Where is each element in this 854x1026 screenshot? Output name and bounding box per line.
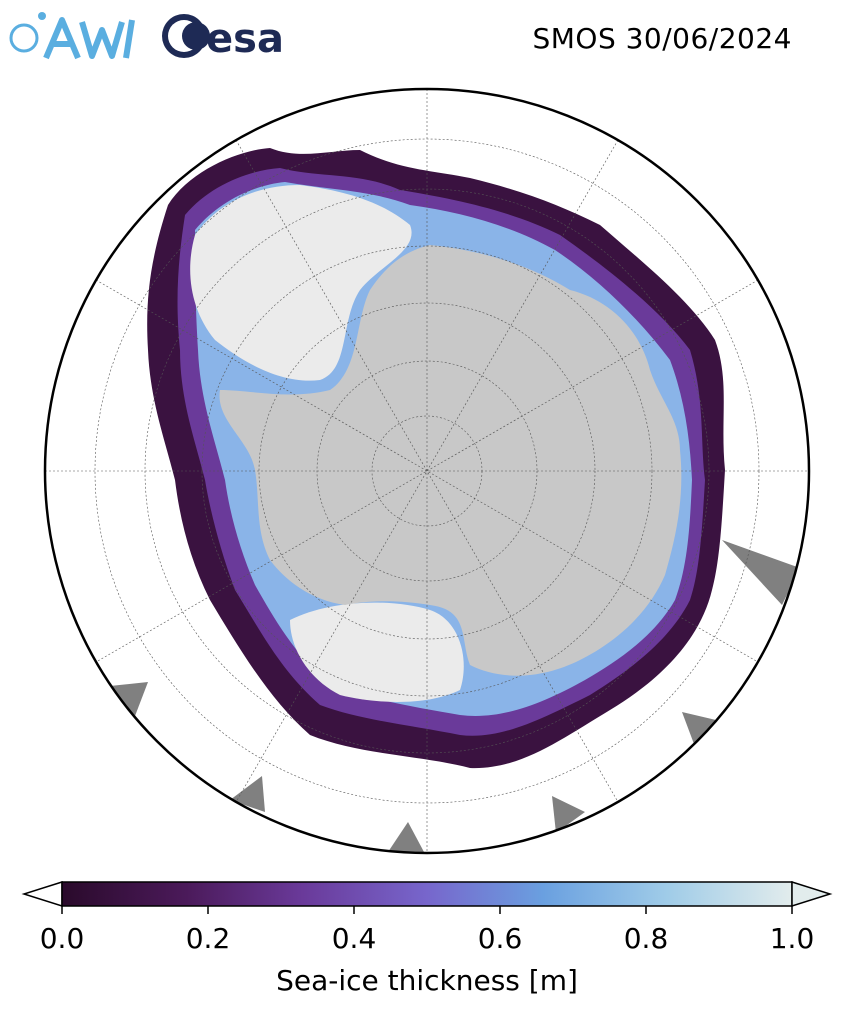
graticule (45, 89, 809, 853)
colorbar (21, 880, 833, 914)
colorbar-ticks (61, 906, 793, 914)
logo-bar: esa (9, 12, 284, 62)
colorbar-tick-label: 0.6 (477, 922, 523, 955)
svg-text:esa: esa (206, 16, 284, 62)
weddell-ice (190, 185, 412, 381)
map-title: SMOS 30/06/2024 (532, 22, 792, 55)
colorbar-tick-label: 0.2 (185, 922, 231, 955)
awi-logo (9, 12, 135, 60)
colorbar-gradient (61, 881, 793, 907)
colorbar-extend-max (791, 880, 833, 908)
colorbar-extend-min (21, 880, 63, 908)
ross-ice (290, 602, 464, 702)
esa-logo: esa (162, 14, 284, 62)
colorbar-tick-label: 0.4 (331, 922, 377, 955)
colorbar-tick-label: 0.8 (623, 922, 669, 955)
colorbar-tick-label: 1.0 (769, 922, 815, 955)
antarctica (219, 245, 682, 676)
nodata-wedges (110, 540, 800, 852)
colorbar-label: Sea-ice thickness [m] (276, 964, 578, 997)
map-boundary (43, 87, 811, 855)
polar-map (43, 87, 811, 855)
colorbar-tick-label: 0.0 (39, 922, 85, 955)
